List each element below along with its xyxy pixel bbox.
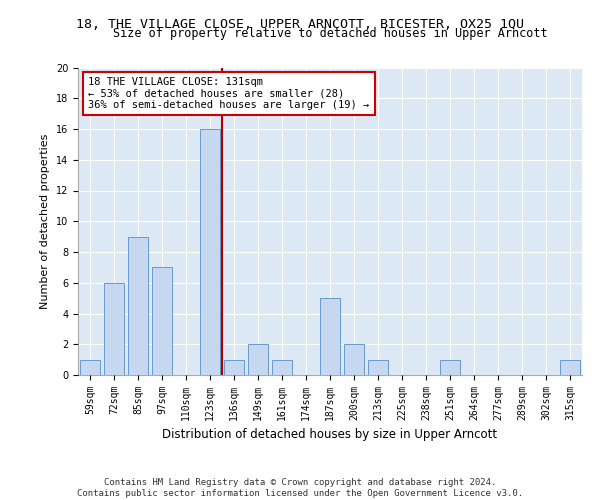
Bar	[560, 360, 580, 375]
Bar	[440, 360, 460, 375]
Bar	[368, 360, 388, 375]
Bar	[344, 344, 364, 375]
X-axis label: Distribution of detached houses by size in Upper Arncott: Distribution of detached houses by size …	[163, 428, 497, 442]
Bar	[320, 298, 340, 375]
Title: Size of property relative to detached houses in Upper Arncott: Size of property relative to detached ho…	[113, 27, 547, 40]
Bar	[152, 268, 172, 375]
Y-axis label: Number of detached properties: Number of detached properties	[40, 134, 50, 309]
Bar	[224, 360, 244, 375]
Bar	[248, 344, 268, 375]
Text: 18, THE VILLAGE CLOSE, UPPER ARNCOTT, BICESTER, OX25 1QU: 18, THE VILLAGE CLOSE, UPPER ARNCOTT, BI…	[76, 18, 524, 30]
Bar	[128, 236, 148, 375]
Bar	[200, 129, 220, 375]
Bar	[80, 360, 100, 375]
Text: Contains HM Land Registry data © Crown copyright and database right 2024.
Contai: Contains HM Land Registry data © Crown c…	[77, 478, 523, 498]
Bar	[104, 283, 124, 375]
Text: 18 THE VILLAGE CLOSE: 131sqm
← 53% of detached houses are smaller (28)
36% of se: 18 THE VILLAGE CLOSE: 131sqm ← 53% of de…	[88, 76, 370, 110]
Bar	[272, 360, 292, 375]
